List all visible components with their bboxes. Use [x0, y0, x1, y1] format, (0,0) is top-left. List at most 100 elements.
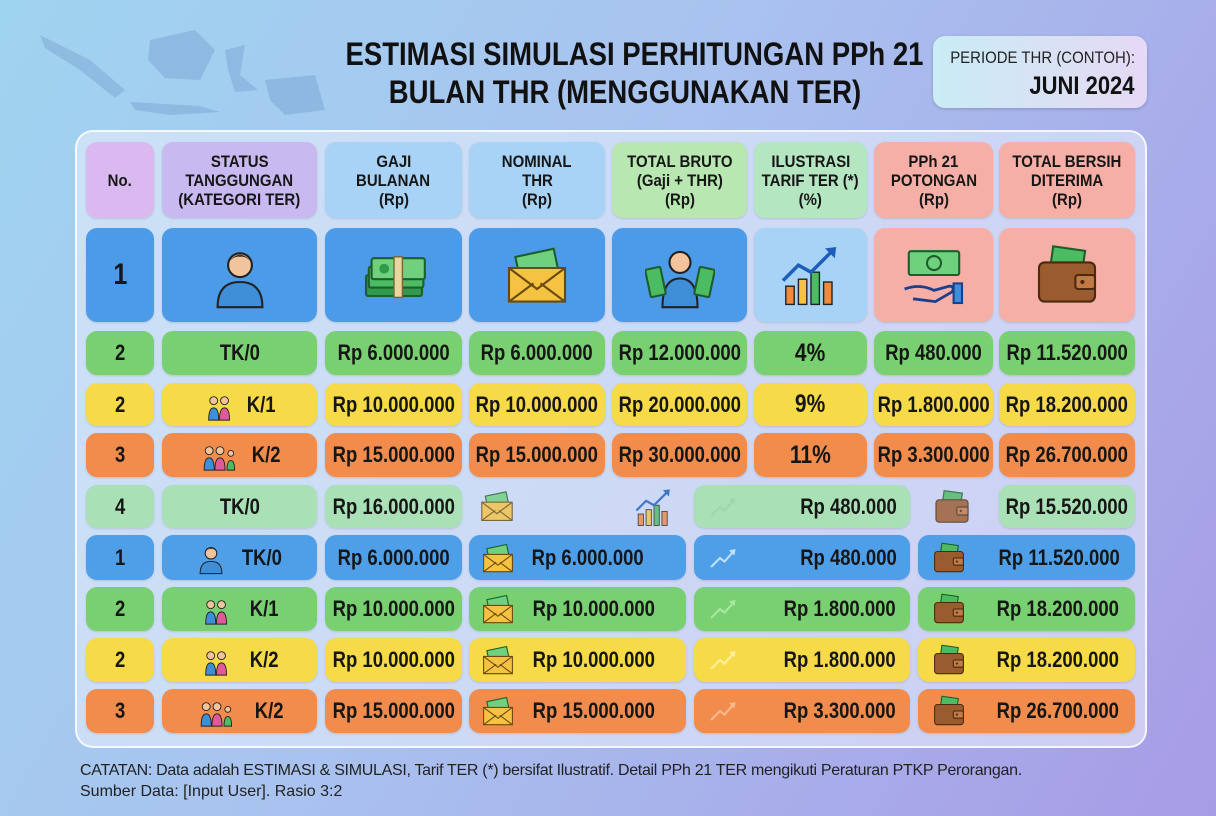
icon-part	[925, 255, 942, 272]
icon-part	[660, 277, 699, 309]
icon-holder	[632, 485, 676, 534]
data-cell: Rp 18.200.000	[999, 383, 1135, 426]
header-text: (Rp)	[1052, 189, 1082, 209]
data-cell: TK/0	[162, 485, 317, 528]
icon-part	[952, 608, 964, 617]
icon-part	[226, 252, 253, 279]
icon-part	[217, 651, 227, 661]
data-cell: K/2	[162, 689, 317, 733]
icon-part	[481, 510, 513, 521]
icon	[507, 247, 567, 303]
header-text: TOTAL BERSIH	[1012, 151, 1122, 171]
icon-part	[204, 457, 216, 471]
data-cell: Rp 26.700.000	[999, 433, 1135, 477]
icon	[710, 600, 736, 619]
icon-part	[217, 600, 227, 610]
data-cell: Rp 10.000.000	[469, 638, 686, 682]
data-cell: Rp 16.000.000	[325, 485, 462, 528]
data-cell: Rp 15.000.000	[469, 689, 686, 733]
header-text: STATUS	[210, 151, 269, 171]
header-text: POTONGAN	[890, 170, 977, 190]
cell-value: Rp 1.800.000	[783, 647, 896, 672]
icon-part	[206, 651, 216, 661]
header-text: PPh 21	[908, 151, 959, 171]
icon-part	[201, 713, 213, 727]
icon-part	[959, 509, 962, 513]
icon	[205, 651, 228, 676]
icon-part	[653, 504, 660, 526]
header-cell: No.	[86, 142, 154, 218]
header-text: THR	[521, 170, 553, 190]
icon-cell	[325, 228, 462, 322]
data-cell: Rp 3.300.000	[694, 689, 910, 733]
icon-holder	[478, 487, 516, 530]
cell-value: Rp 6.000.000	[337, 544, 450, 570]
row-number: 3	[114, 698, 126, 723]
data-cell: Rp 6.000.000	[325, 535, 462, 580]
icon-part	[483, 655, 513, 668]
icon	[781, 247, 836, 306]
icon-part	[483, 553, 513, 566]
cell-value: Rp 30.000.000	[618, 442, 741, 467]
map-shapes	[40, 30, 325, 115]
icon	[710, 702, 736, 721]
icon	[635, 489, 670, 526]
cell-value: K/1	[250, 596, 279, 621]
cell-value: Rp 10.000.000	[332, 647, 455, 672]
cell-value: Rp 18.200.000	[997, 647, 1120, 672]
icon-part	[903, 284, 955, 304]
header-text: TANGGUNGAN	[185, 170, 294, 190]
cell-value: Rp 20.000.000	[618, 391, 741, 417]
cell-value: Rp 15.000.000	[475, 442, 599, 467]
header-text: No.	[107, 170, 133, 190]
data-cell: 4	[86, 485, 154, 528]
row-number: 1	[114, 544, 126, 570]
cell-value: Rp 18.200.000	[997, 596, 1120, 621]
icon-part	[226, 460, 236, 471]
row-number: 2	[114, 391, 126, 417]
header-text: DITERIMA	[1030, 170, 1104, 190]
cell-value: Rp 3.300.000	[783, 698, 896, 723]
cell-value: Rp 15.000.000	[532, 698, 655, 723]
cell-value: 11%	[790, 440, 831, 469]
header-text: TARIF TER (*)	[762, 170, 859, 190]
header-text: NOMINAL	[502, 151, 572, 171]
island	[265, 75, 325, 115]
icon-part	[378, 263, 389, 274]
icon-part	[223, 716, 233, 727]
icon	[934, 695, 964, 726]
cell-value: Rp 15.000.000	[332, 442, 455, 467]
cell-value: Rp 480.000	[800, 493, 897, 519]
header-text: ILUSTRASI	[771, 151, 850, 171]
icon-part	[729, 600, 736, 607]
icon-part	[692, 265, 715, 299]
cell-value: Rp 6.000.000	[481, 340, 593, 365]
period-label: PERIODE THR (CONTOH):	[950, 48, 1135, 67]
icon-part	[219, 406, 231, 421]
data-cell: K/1	[162, 383, 317, 426]
icon-cell	[162, 228, 317, 322]
footer-note: CATATAN: Data adalah ESTIMASI & SIMULASI…	[80, 762, 1022, 779]
data-cell: Rp 1.800.000	[874, 383, 993, 426]
cell-value: Rp 480.000	[885, 340, 982, 365]
icon-part	[204, 546, 217, 560]
icon-part	[784, 285, 795, 306]
icon	[710, 651, 736, 670]
icon-part	[955, 662, 958, 665]
icon-part	[205, 662, 217, 676]
icon-part	[483, 706, 513, 726]
header-text: BULANAN	[356, 170, 431, 190]
cell-value: K/2	[250, 647, 279, 672]
row-number: 4	[114, 493, 126, 519]
icon	[216, 252, 263, 309]
data-cell: Rp 30.000.000	[612, 433, 747, 477]
icon-part	[667, 250, 692, 274]
icon-part	[952, 282, 963, 305]
icon-cell	[612, 228, 747, 322]
icon-part	[216, 662, 228, 676]
icon-holder	[932, 487, 972, 532]
data-cell: 2	[86, 587, 154, 631]
data-cell: 11%	[754, 433, 867, 477]
icon	[934, 593, 964, 624]
icon	[935, 489, 969, 523]
